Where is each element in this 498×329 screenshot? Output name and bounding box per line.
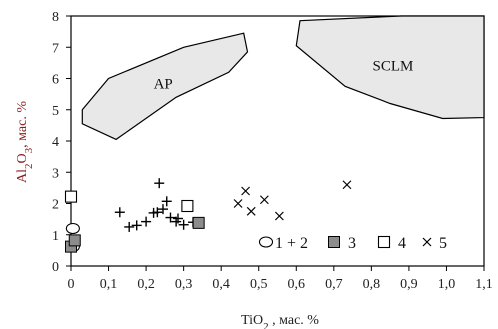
x-title-sub: 2	[263, 321, 269, 329]
x-tick-label: 0	[68, 277, 75, 292]
legend-marker-cross-b	[422, 237, 432, 247]
x-tick-label: 0,6	[288, 277, 306, 292]
y-title-part: , мас. %	[15, 101, 30, 148]
point-series-2	[165, 212, 176, 223]
y-title-part: Al	[15, 169, 30, 183]
point-series-5-b	[342, 180, 352, 190]
point-series-5	[241, 186, 251, 196]
y-title-part: O	[15, 153, 30, 163]
point-series-1	[65, 222, 80, 235]
y-tick-label: 8	[52, 10, 59, 25]
point-series-5	[246, 206, 256, 216]
point-series-5	[274, 211, 284, 221]
legend-label-5: 5	[439, 235, 447, 252]
x-tick-label: 1,1	[475, 277, 493, 292]
point-series-5-b	[241, 186, 251, 196]
x-tick-label: 0,5	[250, 277, 268, 292]
points-layer	[64, 178, 352, 253]
point-series-5	[342, 180, 352, 190]
y-tick-label: 4	[52, 135, 59, 150]
legend-marker-cross	[422, 237, 432, 247]
y-tick-label: 1	[52, 229, 59, 244]
legend-marker-filled-square	[328, 236, 340, 248]
point-series-5	[259, 195, 269, 205]
y-tick-label: 2	[52, 198, 59, 213]
point-series-2	[161, 196, 172, 207]
point-series-2	[178, 219, 189, 230]
field-layer: AP SCLM	[81, 15, 485, 141]
x-axis-title: TiO2 , мас. %	[241, 313, 319, 329]
x-tick-label: 0,1	[100, 277, 118, 292]
x-tick-label: 0,2	[137, 277, 155, 292]
y-title-sub: 2	[23, 163, 35, 169]
x-tick-label: 0,4	[212, 277, 230, 292]
point-series-2	[141, 216, 152, 227]
legend-label-1-2: 1 + 2	[275, 235, 308, 252]
x-tick-label: 0,8	[363, 277, 381, 292]
field-label-ap: AP	[154, 77, 173, 93]
point-series-4	[64, 190, 78, 203]
point-series-2	[157, 204, 168, 215]
point-series-2	[154, 178, 165, 189]
x-title-part: , мас. %	[269, 313, 320, 328]
legend-label-3: 3	[348, 235, 356, 252]
x-tick-label: 0,7	[325, 277, 343, 292]
y-tick-label: 3	[52, 166, 59, 181]
y-tick-label: 0	[52, 260, 59, 275]
field-label-sclm: SCLM	[373, 59, 414, 75]
point-series-2	[173, 213, 184, 224]
legend-marker-circle	[258, 236, 274, 248]
point-series-2	[131, 220, 142, 231]
point-series-5-b	[233, 199, 243, 208]
x-tick-label: 0,3	[175, 277, 193, 292]
point-series-4	[181, 199, 194, 213]
field-ap	[81, 32, 249, 141]
x-tick-label: 1,0	[438, 277, 456, 292]
point-series-5-b	[274, 211, 284, 221]
axes-layer: 0 0,1 0,2 0,3 0,4 0,5 0,6 0,7 0,8 0,9 1,0 1,1 0 1 2 3 4 5…	[52, 10, 493, 292]
y-tick-label: 5	[52, 104, 59, 119]
point-series-5-b	[259, 195, 269, 205]
y-tick-label: 7	[52, 41, 59, 56]
field-sclm	[295, 15, 485, 120]
legend-marker-open-square	[377, 235, 391, 249]
legend-label-4: 4	[398, 235, 406, 252]
y-tick-label: 6	[52, 73, 59, 88]
y-title-sub: 3	[23, 147, 35, 153]
point-series-2	[152, 207, 163, 218]
point-series-2	[114, 207, 125, 218]
point-series-3	[192, 216, 205, 229]
point-series-2	[124, 221, 135, 232]
y-axis-title: Al2O3, мас. %	[15, 101, 35, 183]
point-series-5-b	[246, 206, 256, 216]
legend: 1 + 2 3 4 5	[258, 235, 447, 252]
point-series-5	[233, 199, 243, 208]
x-tick-label: 0,9	[400, 277, 418, 292]
point-series-3	[68, 234, 81, 247]
x-title-part: TiO	[241, 313, 263, 328]
